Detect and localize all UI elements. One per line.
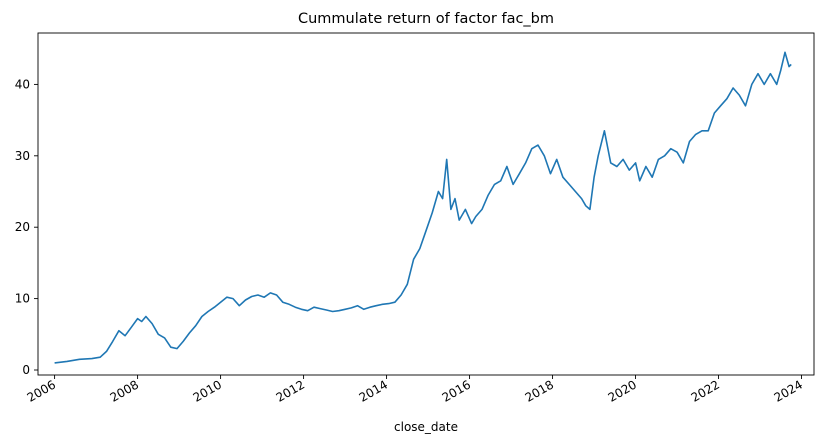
x-axis-label: close_date	[394, 420, 458, 434]
y-tick-label-2: 20	[15, 220, 30, 234]
plot-area	[37, 32, 815, 376]
series-line-0	[54, 51, 792, 364]
y-tick-label-3: 30	[15, 149, 30, 163]
plot-frame	[37, 32, 815, 376]
chart-title: Cummulate return of factor fac_bm	[298, 11, 554, 27]
y-tick-label-0: 0	[22, 363, 30, 377]
y-tick-label-4: 40	[15, 77, 30, 91]
y-tick-label-1: 10	[15, 292, 30, 306]
y-axis: 0 10 20 30 40	[15, 77, 38, 377]
